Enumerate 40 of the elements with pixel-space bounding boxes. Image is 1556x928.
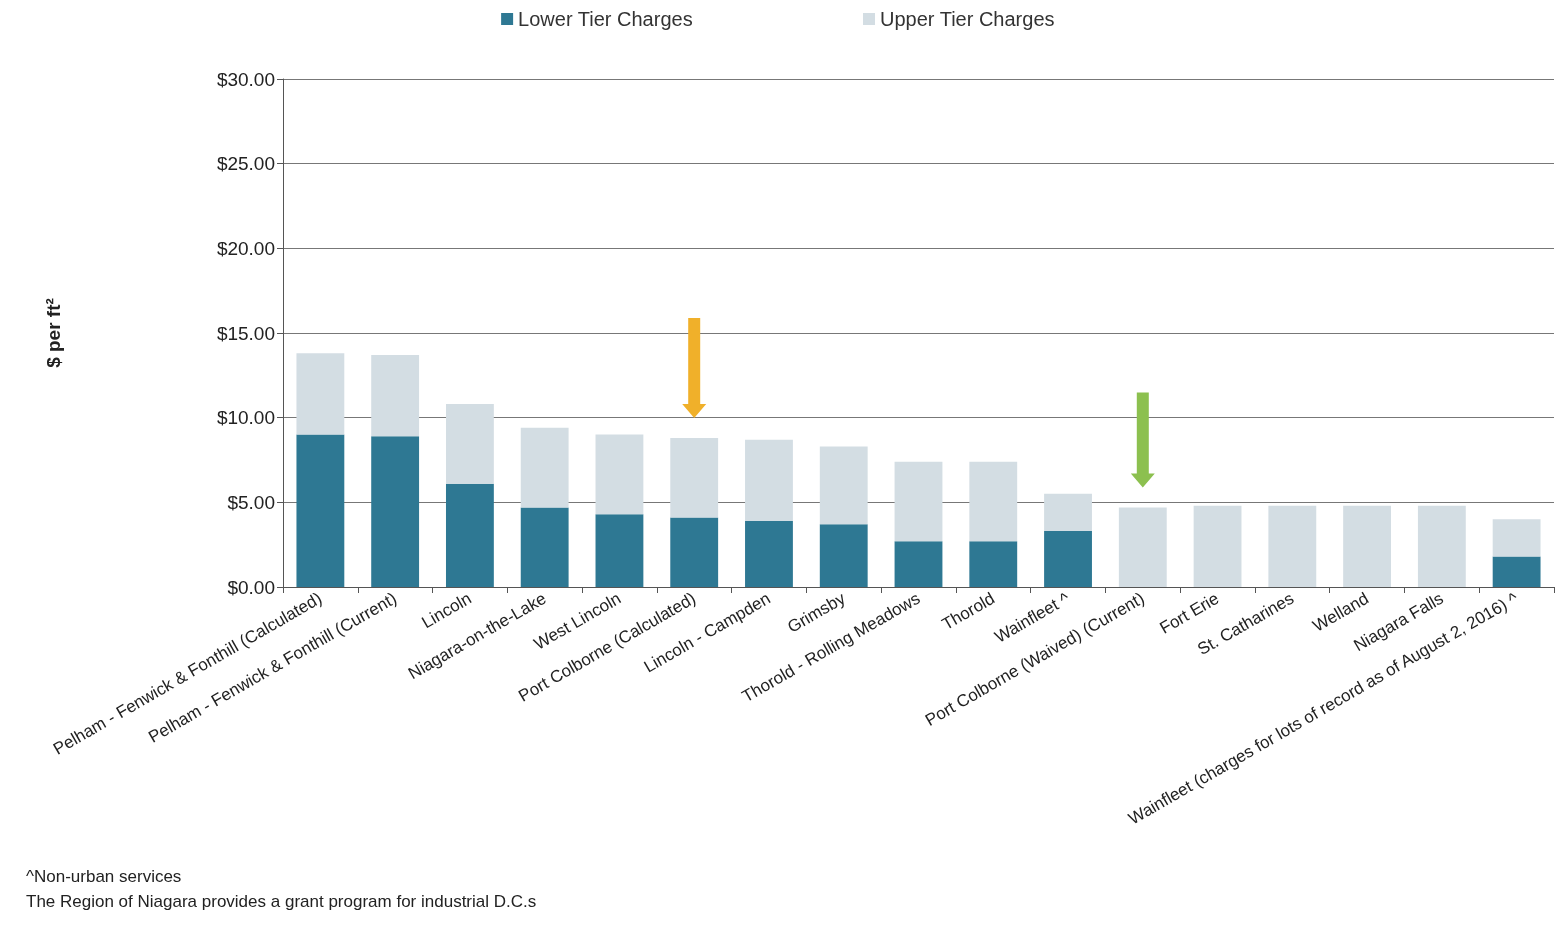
bar xyxy=(445,483,494,587)
bar xyxy=(371,355,420,437)
bar xyxy=(745,520,793,587)
y-axis-title: $ per ft² xyxy=(43,298,64,368)
bar xyxy=(1044,531,1092,587)
bar xyxy=(819,524,868,587)
bar xyxy=(1417,505,1466,587)
y-tick-label: $20.00 xyxy=(216,237,275,259)
bar xyxy=(520,427,569,508)
bar xyxy=(595,514,644,587)
bar xyxy=(520,507,569,587)
bar xyxy=(1492,519,1541,557)
text: ^Non-urban services xyxy=(26,867,182,886)
legend-label: Lower Tier Charges xyxy=(518,8,693,30)
bar xyxy=(819,446,868,525)
bar xyxy=(371,436,420,587)
bar xyxy=(296,434,345,587)
bar xyxy=(1492,556,1541,587)
text: The Region of Niagara provides a grant program for industrial D.C.s xyxy=(26,892,537,911)
y-tick-label: $30.00 xyxy=(216,68,275,90)
y-tick-label: $25.00 xyxy=(216,153,275,175)
bar xyxy=(1044,493,1092,532)
bar xyxy=(894,541,943,587)
bar xyxy=(1343,505,1392,587)
bar xyxy=(670,517,719,587)
bar xyxy=(296,353,345,435)
bar xyxy=(1268,505,1317,587)
bar xyxy=(745,439,793,521)
bar xyxy=(1118,507,1167,587)
y-tick-label: $15.00 xyxy=(216,322,275,344)
y-tick-label: $5.00 xyxy=(227,491,275,513)
legend-label: Upper Tier Charges xyxy=(880,8,1055,30)
bar xyxy=(969,461,1018,542)
y-tick-label: $10.00 xyxy=(216,407,275,429)
bar xyxy=(894,461,943,542)
bar xyxy=(670,437,719,518)
bar xyxy=(969,541,1018,587)
bar xyxy=(445,404,494,484)
bar xyxy=(595,434,644,515)
bar xyxy=(1193,505,1242,587)
